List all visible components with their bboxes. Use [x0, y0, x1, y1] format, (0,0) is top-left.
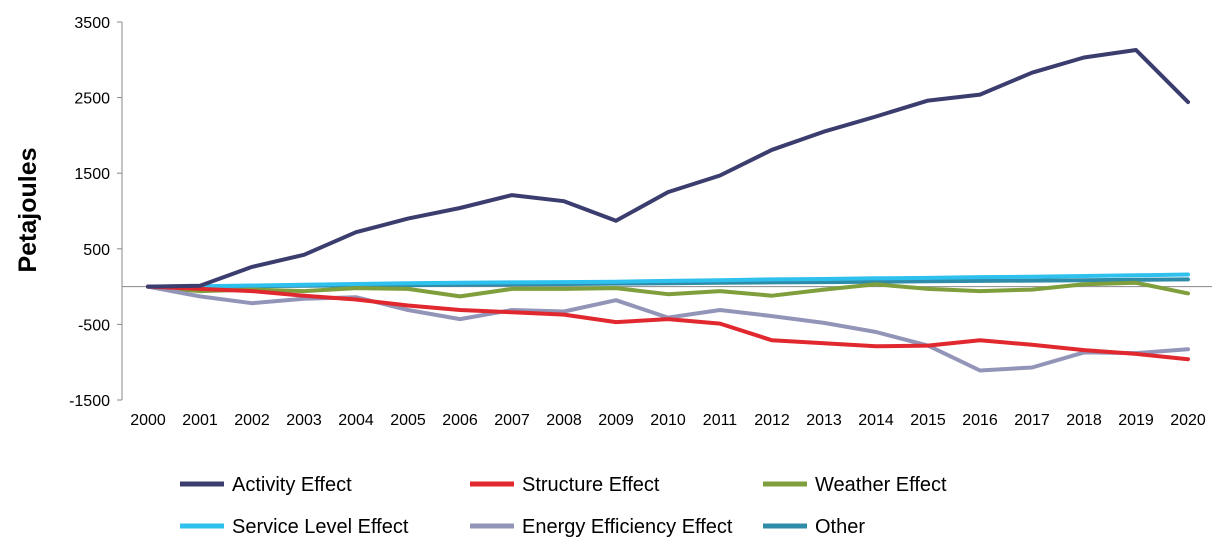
- y-tick-label: -500: [78, 317, 110, 334]
- x-tick-label: 2017: [1014, 412, 1050, 429]
- series-line-weather-effect: [146, 280, 1190, 299]
- x-tick-label: 2016: [962, 412, 998, 429]
- legend-label: Weather Effect: [815, 474, 947, 496]
- legend-label: Other: [815, 516, 865, 538]
- series-line-service-level-effect: [146, 272, 1190, 289]
- series-line-energy-efficiency-effect: [146, 284, 1190, 373]
- x-tick-label: 2003: [286, 412, 322, 429]
- x-tick-label: 2008: [546, 412, 582, 429]
- x-tick-label: 2005: [390, 412, 426, 429]
- x-tick-label: 2000: [130, 412, 166, 429]
- x-tick-label: 2011: [703, 412, 738, 429]
- x-tick-label: 2010: [650, 412, 686, 429]
- legend: Activity Effect Structure Effect Weather E…: [180, 474, 947, 538]
- legend-item: Weather Effect: [763, 474, 947, 496]
- x-tick-label: 2009: [598, 412, 634, 429]
- series-lines: [146, 48, 1190, 373]
- x-tick-label: 2001: [182, 412, 218, 429]
- legend-item: Energy Efficiency Effect: [470, 516, 733, 538]
- y-tick-label: 2500: [74, 91, 110, 108]
- legend-label: Energy Efficiency Effect: [522, 516, 733, 538]
- legend-item: Other: [763, 516, 865, 538]
- x-tick-label: 2019: [1118, 412, 1154, 429]
- y-tick-label: 1500: [74, 166, 110, 183]
- x-tick-label: 2007: [494, 412, 530, 429]
- x-tick-label: 2018: [1066, 412, 1102, 429]
- x-tick-label: 2014: [858, 412, 894, 429]
- x-axis-tick-labels: 2000 2001 2002 2003 2004 2005 2006 2007 2008 2009…: [130, 412, 1206, 429]
- x-tick-label: 2006: [442, 412, 478, 429]
- legend-item: Activity Effect: [180, 474, 352, 496]
- legend-item: Structure Effect: [470, 474, 660, 496]
- legend-item: Service Level Effect: [180, 516, 409, 538]
- y-tick-label: 3500: [74, 15, 110, 32]
- y-tick-label: 500: [83, 242, 110, 259]
- y-axis-tick-labels: 3500 2500 1500 500 -500 -1500: [69, 15, 122, 410]
- x-tick-label: 2002: [234, 412, 270, 429]
- y-axis-label: Petajoules: [14, 147, 42, 272]
- series-line-structure-effect: [146, 284, 1190, 362]
- legend-label: Activity Effect: [232, 474, 352, 496]
- x-tick-label: 2013: [806, 412, 842, 429]
- legend-label: Structure Effect: [522, 474, 660, 496]
- y-tick-label: -1500: [69, 393, 110, 410]
- series-line-activity-effect: [146, 48, 1190, 289]
- x-tick-label: 2012: [754, 412, 790, 429]
- legend-label: Service Level Effect: [232, 516, 409, 538]
- x-tick-label: 2020: [1170, 412, 1206, 429]
- x-tick-label: 2004: [338, 412, 374, 429]
- x-tick-label: 2015: [910, 412, 946, 429]
